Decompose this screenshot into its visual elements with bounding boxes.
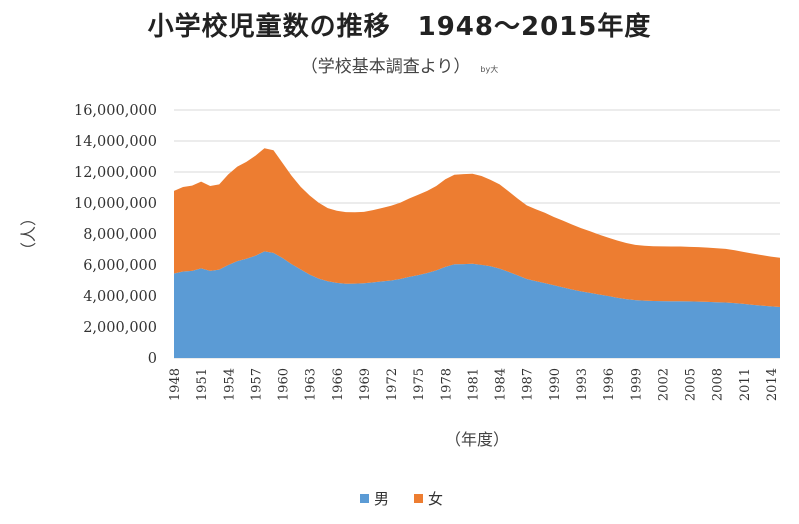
x-tick-label: 1975 <box>412 368 427 401</box>
subtitle-text: （学校基本調査より） <box>300 57 471 77</box>
x-tick-label: 1963 <box>304 368 319 401</box>
x-tick-label: 1969 <box>358 368 373 401</box>
x-tick-label: 2011 <box>738 368 753 401</box>
x-tick-label: 1984 <box>494 368 509 401</box>
legend-label: 男 <box>374 490 389 508</box>
x-tick-label: 2005 <box>684 368 699 401</box>
x-tick-label: 1981 <box>466 368 481 401</box>
x-tick-label: 1966 <box>331 368 346 401</box>
legend-swatch <box>414 494 423 503</box>
x-axis-ticks: 1948 1951 1954 1957 1960 1963 1966 1969 1972 1975… <box>168 368 780 401</box>
x-tick-label: 2008 <box>711 368 726 401</box>
chart-title: 小学校児童数の推移 1948～2015年度 <box>147 12 652 42</box>
legend-label: 女 <box>428 490 443 508</box>
y-tick-label: 4,000,000 <box>83 289 157 305</box>
y-tick-label: 8,000,000 <box>83 227 157 243</box>
x-tick-label: 1951 <box>195 368 210 401</box>
x-tick-label: 2002 <box>656 368 671 401</box>
y-axis-ticks: 0 2,000,000 4,000,000 6,000,000 8,000,000 10,… <box>74 103 157 367</box>
areas <box>174 148 780 358</box>
x-tick-label: 1987 <box>521 368 536 401</box>
y-tick-label: 10,000,000 <box>74 196 157 212</box>
x-tick-label: 1957 <box>249 368 264 401</box>
x-tick-label: 1972 <box>385 368 400 401</box>
x-tick-label: 1948 <box>168 368 183 401</box>
legend: 男女 <box>360 490 443 508</box>
legend-swatch <box>360 494 369 503</box>
x-tick-label: 2014 <box>765 368 780 401</box>
x-tick-label: 1999 <box>629 368 644 401</box>
y-tick-label: 2,000,000 <box>83 320 157 336</box>
y-tick-label: 6,000,000 <box>83 258 157 274</box>
signature: by大 <box>480 65 499 74</box>
x-tick-label: 1978 <box>439 368 454 401</box>
x-tick-label: 1990 <box>548 368 563 401</box>
y-tick-label: 0 <box>148 351 157 367</box>
x-tick-label: 1960 <box>277 368 292 401</box>
x-tick-label: 1993 <box>575 368 590 401</box>
chart-subtitle: （学校基本調査より） by大 <box>0 52 799 77</box>
area-series-male <box>174 251 780 358</box>
x-tick-label: 1996 <box>602 368 617 401</box>
y-tick-label: 12,000,000 <box>74 165 157 181</box>
area-series-female <box>174 148 780 308</box>
x-axis-label: （年度） <box>445 430 509 449</box>
y-tick-label: 14,000,000 <box>74 134 157 150</box>
x-tick-label: 1954 <box>222 368 237 401</box>
y-tick-label: 16,000,000 <box>74 103 157 119</box>
y-axis-label: （人） <box>19 210 38 258</box>
